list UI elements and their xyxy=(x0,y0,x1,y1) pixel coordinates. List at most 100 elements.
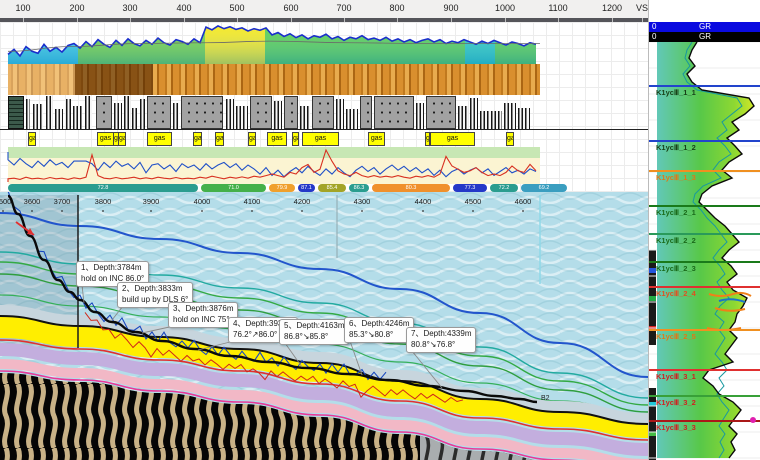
svg-text:4400: 4400 xyxy=(415,197,432,206)
gas-flag: gas xyxy=(368,132,385,146)
litho-sand-block xyxy=(374,96,414,129)
zone-label: K1ycⅢ_2_2 xyxy=(656,236,696,245)
litho-shale-block xyxy=(236,106,248,129)
gr-header-black: 0 GR xyxy=(649,32,760,42)
litho-sand-block xyxy=(250,96,272,129)
dark-zone xyxy=(75,64,153,95)
ruler-tick: 300 xyxy=(122,3,137,13)
gas-flag: gas xyxy=(506,132,514,146)
inclination-segment: 86.3 xyxy=(349,184,369,192)
ruler-tick: 1000 xyxy=(495,3,515,13)
litho-sand-block xyxy=(312,96,334,129)
gas-flag: gas xyxy=(267,132,287,146)
svg-text:3800: 3800 xyxy=(95,197,112,206)
inclination-segment: 72.8 xyxy=(8,184,198,192)
svg-text:4200: 4200 xyxy=(294,197,311,206)
gr-header-label: GR xyxy=(649,22,760,32)
inclination-segment: 69.2 xyxy=(521,184,567,192)
zone-line xyxy=(649,261,760,263)
inclination-segment: 77.3 xyxy=(453,184,487,192)
vs-ruler: 100200300400500600700800900100011001200V… xyxy=(0,0,648,18)
litho-shale-block xyxy=(416,103,424,129)
inclination-segment: 79.9 xyxy=(269,184,295,192)
zone-line xyxy=(649,205,760,207)
zone-label: K1ycⅢ_1_2 xyxy=(656,143,696,152)
ruler-tick: 900 xyxy=(443,3,458,13)
lithology-track xyxy=(0,96,648,130)
litho-sand-block xyxy=(426,96,456,129)
gas-curves-track xyxy=(0,147,648,184)
litho-shale-block xyxy=(346,109,358,129)
svg-text:4300: 4300 xyxy=(354,197,371,206)
well-correlation-app: 100200300400500600700800900100011001200V… xyxy=(0,0,760,460)
litho-shale-block xyxy=(300,106,310,129)
ruler-tick: 200 xyxy=(69,3,84,13)
litho-sand-block xyxy=(96,96,112,129)
gas-flag: gas xyxy=(28,132,36,146)
trajectory-callout-6[interactable]: 6、Depth:4246m85.3°↘80.8° xyxy=(344,317,414,343)
litho-shale-block xyxy=(458,106,468,129)
litho-shale-block xyxy=(85,96,92,129)
inclination-segment: 72.2 xyxy=(490,184,518,192)
litho-shale-block xyxy=(114,103,122,129)
zone-label: K1ycⅢ_1_3 xyxy=(656,173,696,182)
litho-shale-block xyxy=(470,98,478,129)
litho-shale-block xyxy=(26,99,30,129)
zone-line xyxy=(649,329,760,331)
inclination-segment: 71.0 xyxy=(201,184,266,192)
gr-header-blue: 0 GR xyxy=(649,22,760,32)
trajectory-callout-7[interactable]: 7、Depth:4339m80.8°↘76.8° xyxy=(406,327,476,353)
litho-sand-block xyxy=(284,96,298,129)
ruler-tick: 600 xyxy=(283,3,298,13)
gradient-density-track xyxy=(8,64,540,95)
zone-label: K1ycⅢ_3_3 xyxy=(656,423,696,432)
zone-line xyxy=(649,420,760,422)
litho-shale-block xyxy=(132,108,137,129)
ruler-tick: 800 xyxy=(389,3,404,13)
litho-shale-block xyxy=(124,96,130,129)
litho-shale-block xyxy=(480,111,502,129)
litho-shale-block xyxy=(66,99,71,129)
litho-coal-block xyxy=(8,96,24,129)
inclination-segment: 85.4 xyxy=(318,184,346,192)
svg-text:4100: 4100 xyxy=(244,197,261,206)
litho-shale-block xyxy=(274,101,282,129)
inclination-segment: 87.1 xyxy=(298,184,315,192)
zone-label: K1ycⅢ_2_1 xyxy=(656,208,696,217)
litho-shale-block xyxy=(33,104,43,129)
ruler-tick: 1200 xyxy=(602,3,622,13)
zone-label: K1ycⅢ_2_4 xyxy=(656,289,696,298)
ruler-tick: 400 xyxy=(176,3,191,13)
light-zone xyxy=(8,64,75,95)
zone-line xyxy=(649,286,760,288)
svg-text:B2: B2 xyxy=(541,395,550,402)
ruler-tick: 1100 xyxy=(548,3,567,13)
inclination-segment: 80.3 xyxy=(372,184,450,192)
zone-line xyxy=(649,369,760,371)
litho-shale-block xyxy=(518,108,530,129)
zone-line xyxy=(649,85,760,87)
litho-shale-block xyxy=(46,96,52,129)
gas-flag: gas xyxy=(147,132,172,146)
inclination-segment-bar: 72.871.079.987.185.486.380.377.372.269.2 xyxy=(0,184,648,192)
svg-text:4600: 4600 xyxy=(515,197,532,206)
zone-line xyxy=(649,170,760,172)
trajectory-callout-5[interactable]: 5、Depth:4163m86.8°↘85.8° xyxy=(279,319,349,345)
zone-line xyxy=(649,140,760,142)
ruler-tick: 500 xyxy=(229,3,244,13)
svg-text:3600: 3600 xyxy=(24,197,41,206)
gas-show-track: gasgasgasgasgasgasgasgasgasgasgasgasgasg… xyxy=(0,131,648,147)
zone-label: K1ycⅢ_3_1 xyxy=(656,372,696,381)
gas-flag: gas xyxy=(193,132,202,146)
zone-label: K1ycⅢ_2_3 xyxy=(656,264,696,273)
litho-shale-block xyxy=(73,106,82,129)
litho-sand-block xyxy=(181,96,223,129)
litho-shale-block xyxy=(226,99,234,129)
ruler-tick: 700 xyxy=(336,3,351,13)
svg-text:4000: 4000 xyxy=(194,197,211,206)
zone-line xyxy=(649,395,760,397)
gas-flag: gas xyxy=(97,132,114,146)
gas-flag: gas xyxy=(118,132,126,146)
gas-flag: gas xyxy=(292,132,299,146)
zone-label: K1ycⅢ_2_5 xyxy=(656,332,696,341)
